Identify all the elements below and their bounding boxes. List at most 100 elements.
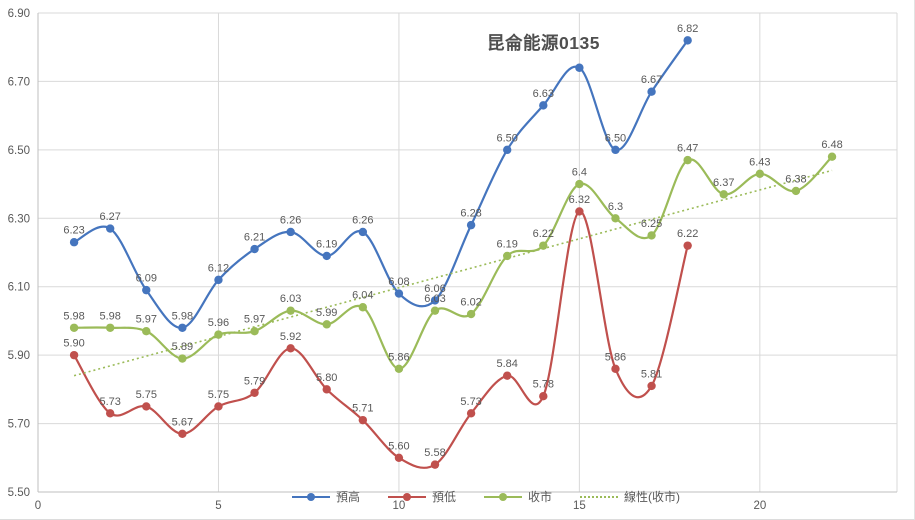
data-point-low bbox=[286, 344, 295, 353]
data-point-high bbox=[178, 323, 187, 332]
data-point-close bbox=[503, 251, 512, 261]
data-point-close bbox=[142, 326, 151, 336]
data-point-high bbox=[503, 145, 512, 155]
data-label-low: 5.86 bbox=[605, 351, 626, 363]
data-label-high: 6.28 bbox=[460, 208, 481, 220]
data-label-high: 6.67 bbox=[641, 74, 662, 86]
y-axis-tick-label: 5.50 bbox=[8, 487, 30, 499]
data-label-high: 6.08 bbox=[388, 276, 409, 288]
data-point-high bbox=[466, 220, 476, 230]
data-label-high: 6.63 bbox=[533, 88, 554, 100]
legend-swatch-low-line-icon bbox=[388, 492, 427, 502]
data-point-low bbox=[611, 364, 620, 374]
data-point-high bbox=[647, 87, 656, 96]
data-point-low bbox=[214, 402, 223, 411]
data-point-low bbox=[394, 453, 404, 462]
data-label-close: 6.02 bbox=[460, 297, 481, 309]
data-point-high bbox=[611, 145, 620, 155]
legend-item-close: 收市 bbox=[484, 488, 552, 505]
data-label-close: 6.37 bbox=[713, 177, 734, 189]
data-label-close: 6.48 bbox=[821, 139, 842, 151]
data-label-close: 6.4 bbox=[572, 167, 587, 179]
data-label-low: 5.79 bbox=[244, 375, 265, 387]
data-label-close: 6.19 bbox=[496, 238, 517, 250]
x-axis-tick-label: 20 bbox=[753, 500, 766, 512]
data-point-close bbox=[575, 179, 584, 189]
data-label-low: 5.92 bbox=[280, 331, 301, 343]
data-point-close bbox=[647, 231, 656, 240]
legend-label-low: 預低 bbox=[432, 490, 457, 504]
data-point-high bbox=[105, 224, 115, 233]
data-point-high bbox=[214, 275, 223, 285]
data-label-high: 6.06 bbox=[424, 283, 445, 295]
data-label-close: 6.22 bbox=[533, 228, 554, 240]
data-point-close bbox=[719, 190, 728, 199]
y-axis-tick-label: 5.70 bbox=[8, 419, 30, 431]
data-point-high bbox=[69, 238, 79, 247]
data-label-low: 5.90 bbox=[63, 338, 84, 350]
y-axis-tick-label: 6.70 bbox=[8, 76, 30, 88]
data-point-high bbox=[430, 296, 440, 305]
data-point-close bbox=[286, 306, 295, 315]
data-point-close bbox=[214, 330, 223, 339]
data-label-low: 5.73 bbox=[460, 396, 481, 408]
data-point-low bbox=[250, 388, 259, 397]
data-point-close bbox=[358, 303, 368, 312]
data-label-close: 5.89 bbox=[172, 341, 193, 353]
data-point-high bbox=[142, 285, 151, 295]
x-axis-tick-label: 5 bbox=[215, 500, 221, 512]
data-label-close: 5.97 bbox=[136, 314, 157, 326]
data-point-low bbox=[322, 385, 331, 394]
data-point-close bbox=[105, 323, 115, 332]
data-label-close: 6.3 bbox=[608, 201, 623, 213]
data-label-close: 6.03 bbox=[424, 293, 445, 305]
data-point-close bbox=[250, 326, 259, 336]
legend-item-low: 預低 bbox=[388, 488, 456, 505]
data-label-low: 5.75 bbox=[136, 389, 157, 401]
data-label-low: 5.60 bbox=[388, 440, 409, 452]
data-point-close bbox=[466, 309, 476, 319]
data-label-close: 6.03 bbox=[280, 293, 301, 305]
y-axis-tick-label: 6.30 bbox=[8, 213, 30, 225]
data-point-close bbox=[322, 320, 331, 329]
data-label-high: 6.12 bbox=[208, 262, 229, 274]
data-label-close: 6.38 bbox=[785, 173, 806, 185]
data-point-low bbox=[539, 392, 548, 401]
data-label-close: 5.86 bbox=[388, 351, 409, 363]
data-point-high bbox=[322, 251, 331, 261]
data-point-high bbox=[358, 227, 368, 237]
data-label-close: 5.97 bbox=[244, 314, 265, 326]
data-label-low: 6.22 bbox=[677, 228, 698, 240]
data-point-close bbox=[394, 364, 404, 374]
data-label-high: 6.23 bbox=[63, 225, 84, 237]
trendline-trend bbox=[73, 169, 833, 377]
data-point-low bbox=[69, 350, 79, 360]
data-point-close bbox=[827, 152, 837, 161]
data-point-low bbox=[142, 402, 151, 411]
legend-swatch-close-line-icon bbox=[484, 492, 523, 502]
data-label-low: 5.81 bbox=[641, 368, 662, 380]
data-point-low bbox=[503, 371, 512, 380]
data-label-low: 5.80 bbox=[316, 372, 337, 384]
data-label-low: 5.71 bbox=[352, 403, 373, 415]
y-axis-tick-label: 5.90 bbox=[8, 350, 30, 362]
data-point-close bbox=[791, 186, 801, 196]
legend-item-trend: 線性(收市) bbox=[580, 488, 680, 505]
data-label-low: 5.73 bbox=[99, 396, 120, 408]
data-point-low bbox=[575, 207, 584, 216]
data-label-high: 5.98 bbox=[172, 310, 193, 322]
data-label-high: 6.21 bbox=[244, 232, 265, 244]
data-point-close bbox=[755, 169, 765, 179]
data-label-close: 6.04 bbox=[352, 290, 373, 302]
x-axis-tick-label: 10 bbox=[393, 500, 406, 512]
data-label-low: 5.67 bbox=[172, 416, 193, 428]
data-point-high bbox=[250, 244, 259, 254]
legend-label-close: 收市 bbox=[528, 490, 553, 504]
series-line-high bbox=[72, 39, 689, 329]
data-label-high: 6.50 bbox=[605, 132, 626, 144]
legend-item-high: 預高 bbox=[292, 488, 360, 505]
y-axis-tick-label: 6.10 bbox=[8, 282, 30, 294]
data-point-close bbox=[178, 354, 187, 363]
data-point-high bbox=[575, 63, 584, 72]
data-label-high: 6.19 bbox=[316, 238, 337, 250]
